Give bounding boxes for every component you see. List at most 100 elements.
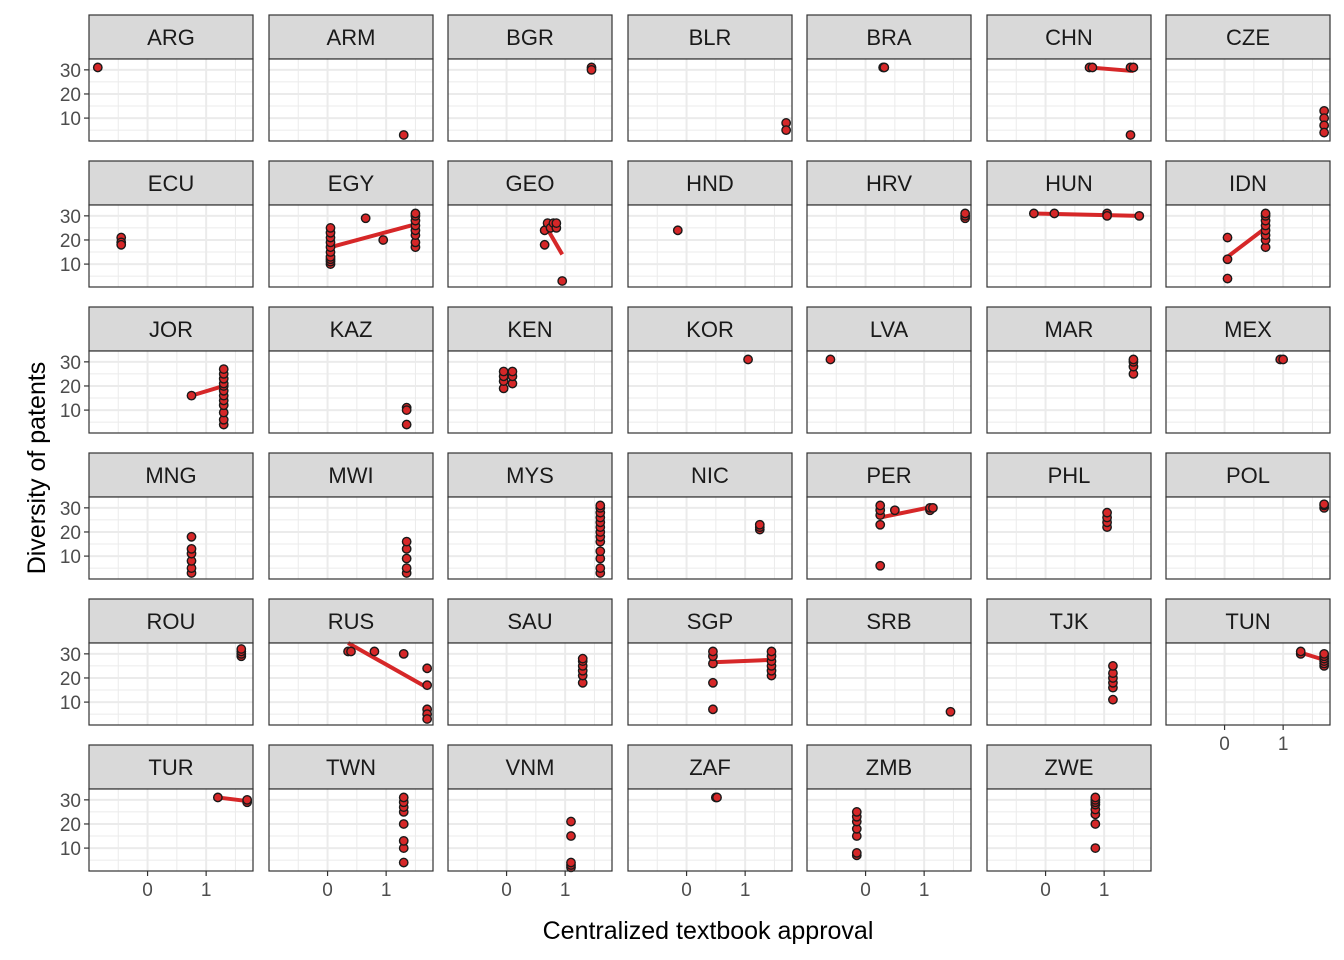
gridlines	[987, 789, 1151, 871]
plot-area	[807, 789, 971, 871]
facet-label: RUS	[328, 609, 374, 634]
facet-label: LVA	[870, 317, 909, 342]
data-point	[1125, 130, 1136, 140]
facet-panel: ARM	[268, 14, 434, 142]
gridlines	[448, 497, 612, 579]
panel-border	[268, 788, 434, 872]
plot-area	[807, 351, 971, 433]
data-point	[1090, 792, 1101, 803]
facet-strip	[1165, 452, 1331, 498]
facet-strip	[447, 744, 613, 790]
data-point	[398, 130, 409, 140]
facet-label: PHL	[1048, 463, 1091, 488]
facet-strip	[447, 14, 613, 60]
data-point	[236, 644, 247, 654]
data-point	[398, 835, 409, 846]
data-point	[566, 831, 576, 841]
panel-border	[88, 204, 254, 288]
data-point	[1090, 843, 1101, 853]
facet-strip	[986, 598, 1152, 644]
x-tick-label: 1	[560, 880, 571, 901]
panel-border	[986, 788, 1152, 872]
y-tick-label: 20	[60, 377, 81, 398]
y-tick-label: 10	[60, 547, 81, 568]
facet-panel: TUR	[88, 744, 254, 872]
data-point	[754, 519, 765, 530]
gridlines	[628, 351, 792, 433]
facet-label: SGP	[687, 609, 733, 634]
data-point	[851, 848, 862, 858]
x-tick-label: 0	[860, 880, 871, 901]
gridlines	[987, 351, 1151, 433]
gridlines	[807, 59, 971, 141]
plot-area	[628, 205, 792, 287]
data-point	[551, 218, 562, 228]
facet-label: KOR	[686, 317, 734, 342]
facet-strip	[1165, 160, 1331, 206]
data-point	[708, 646, 718, 657]
facet-label: CHN	[1045, 25, 1093, 50]
data-point	[595, 546, 606, 557]
panel-border	[447, 496, 613, 580]
data-point	[186, 543, 197, 554]
panel-border	[806, 350, 972, 434]
facet-label: MNG	[145, 463, 196, 488]
facet-label: ROU	[147, 609, 196, 634]
data-point	[1049, 208, 1060, 219]
data-point	[851, 807, 862, 817]
facet-label: ECU	[148, 171, 194, 196]
data-point	[398, 819, 409, 829]
data-point	[401, 536, 412, 547]
data-point	[401, 563, 412, 574]
data-point	[708, 704, 718, 715]
facet-strip	[627, 306, 793, 352]
data-point	[875, 519, 886, 530]
data-point	[577, 653, 588, 664]
y-tick-label: 30	[60, 499, 81, 520]
gridlines	[269, 59, 433, 141]
data-point	[398, 792, 409, 803]
facet-label: PER	[866, 463, 911, 488]
facet-panel: PER	[806, 452, 972, 580]
facet-strip	[806, 452, 972, 498]
facet-strip	[1165, 14, 1331, 60]
data-point	[422, 663, 433, 674]
panel-border	[268, 642, 434, 726]
trend-line	[190, 384, 225, 398]
facet-strip	[447, 452, 613, 498]
y-axis-title: Diversity of patents	[23, 362, 51, 575]
panel-border	[1165, 496, 1331, 580]
data-point	[1319, 499, 1330, 510]
facet-strip	[88, 452, 254, 498]
facet-label: HND	[686, 171, 734, 196]
facet-panel: HRV	[806, 160, 972, 288]
facet-label: TUN	[1225, 609, 1270, 634]
facet-strip	[627, 598, 793, 644]
facet-panel: BGR	[447, 14, 613, 142]
facet-panel: ECU	[88, 160, 254, 288]
data-point	[325, 223, 336, 233]
data-point	[960, 208, 971, 219]
data-point	[116, 239, 127, 250]
data-point	[92, 62, 103, 73]
facet-panel: ZWE	[986, 744, 1152, 872]
plot-area	[807, 205, 971, 287]
data-point	[410, 208, 421, 219]
plot-area	[628, 789, 792, 871]
panel-border	[627, 642, 793, 726]
panel-border	[447, 642, 613, 726]
plot-area	[807, 497, 971, 579]
facet-panel: ROU	[88, 598, 254, 726]
data-point	[875, 560, 886, 571]
plot-area	[269, 59, 433, 141]
facet-panel: MAR	[986, 306, 1152, 434]
facet-strip	[986, 306, 1152, 352]
x-tick-label: 0	[1219, 734, 1230, 755]
panel-border	[806, 204, 972, 288]
data-point	[360, 213, 371, 224]
data-point	[1128, 62, 1139, 73]
data-point	[1260, 208, 1271, 219]
data-point	[595, 500, 606, 511]
data-point	[1295, 646, 1306, 657]
